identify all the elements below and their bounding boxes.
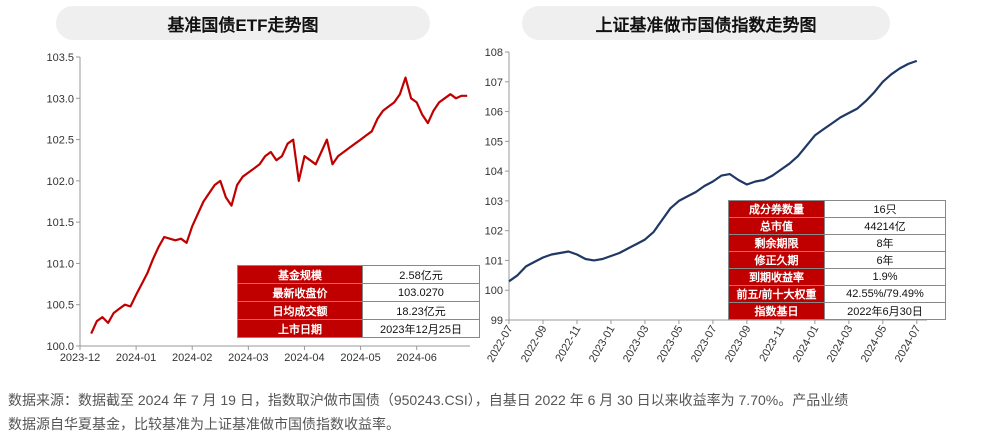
- x-tick-label: 2022-09: [519, 324, 550, 365]
- y-tick-label: 102.0: [46, 176, 74, 188]
- y-tick-label: 102.5: [46, 135, 74, 147]
- table-key-cell: 最新收盘价: [237, 283, 363, 302]
- y-tick-label: 103.0: [46, 93, 74, 105]
- table-row: 最新收盘价 103.0270: [237, 283, 480, 302]
- table-key-cell: 指数基日: [728, 302, 825, 320]
- x-tick-label: 2024-07: [893, 324, 924, 365]
- y-tick-label: 101.0: [46, 258, 74, 270]
- y-tick-label: 100: [485, 285, 503, 297]
- table-row: 日均成交额 18.23亿元: [237, 301, 480, 320]
- table-row: 到期收益率 1.9%: [728, 268, 946, 286]
- table-value-cell: 1.9%: [824, 268, 946, 286]
- table-key-cell: 前五/前十大权重: [728, 285, 825, 303]
- table-key-cell: 到期收益率: [728, 268, 825, 286]
- x-tick-label: 2022-11: [553, 324, 583, 364]
- y-tick-label: 101.5: [46, 217, 74, 229]
- table-value-cell: 2022年6月30日: [824, 302, 946, 320]
- table-row: 前五/前十大权重 42.55%/79.49%: [728, 285, 946, 303]
- x-tick-label: 2023-12: [60, 352, 100, 364]
- y-tick-label: 100.0: [46, 341, 74, 353]
- table-row: 上市日期 2023年12月25日: [237, 319, 480, 338]
- y-tick-label: 103.5: [46, 52, 74, 64]
- table-value-cell: 18.23亿元: [362, 301, 480, 320]
- x-tick-label: 2024-03: [228, 352, 268, 364]
- table-value-cell: 44214亿: [824, 217, 946, 235]
- y-tick-label: 103: [485, 196, 503, 208]
- fund-chart-svg: 100.0 100.5 101.0 101.5 102.0 102.5 103.0 103.5…: [46, 52, 470, 364]
- table-value-cell: 2023年12月25日: [362, 319, 480, 338]
- table-row: 总市值 44214亿: [728, 217, 946, 235]
- index-chart-title: 上证基准做市国债指数走势图: [522, 6, 890, 40]
- footnote: 数据来源：数据截至 2024 年 7 月 19 日，指数取沪做市国债（95024…: [8, 388, 978, 436]
- table-key-cell: 修正久期: [728, 251, 825, 269]
- x-tick-label: 2024-05: [859, 324, 890, 365]
- table-key-cell: 基金规模: [237, 265, 363, 284]
- series-line-0: [90, 76, 468, 335]
- footnote-line-2: 数据源自华夏基金，比较基准为上证基准做市国债指数收益率。: [8, 416, 400, 432]
- x-tick-label: 2024-01: [791, 324, 822, 365]
- table-value-cell: 16只: [824, 200, 946, 218]
- x-tick-label: 2024-06: [397, 352, 437, 364]
- series-line-0: [508, 59, 918, 283]
- x-tick-label: 2024-03: [825, 324, 856, 365]
- table-key-cell: 日均成交额: [237, 301, 363, 320]
- x-tick-label: 2022-07: [485, 324, 516, 365]
- x-tick-label: 2023-05: [655, 324, 686, 365]
- x-tick-label: 2024-02: [172, 352, 212, 364]
- table-row: 成分券数量 16只: [728, 200, 946, 218]
- x-tick-label: 2024-01: [116, 352, 156, 364]
- x-tick-label: 2024-05: [340, 352, 380, 364]
- x-tick-label: 2024-04: [284, 352, 324, 364]
- table-key-cell: 成分券数量: [728, 200, 825, 218]
- y-tick-label: 101: [485, 255, 503, 267]
- fund-chart-panel: 基准国债ETF走势图 100.0 100.5 101.0 101.5 102.0 102.…: [0, 0, 486, 380]
- x-tick-label: 2023-11: [757, 324, 787, 364]
- table-key-cell: 上市日期: [237, 319, 363, 338]
- y-tick-label: 104: [485, 166, 503, 178]
- y-tick-label: 108: [485, 47, 503, 59]
- table-key-cell: 总市值: [728, 217, 825, 235]
- x-tick-label: 2023-09: [723, 324, 754, 365]
- x-tick-label: 2023-07: [689, 324, 720, 365]
- table-value-cell: 2.58亿元: [362, 265, 480, 284]
- fund-info-table: 基金规模 2.58亿元 最新收盘价 103.0270 日均成交额 18.23亿元 上市日期 2…: [237, 265, 480, 338]
- table-row: 修正久期 6年: [728, 251, 946, 269]
- index-info-table: 成分券数量 16只 总市值 44214亿 剩余期限 8年 修正久期 6年 到期收益率 1.9% 前五…: [728, 200, 946, 320]
- footnote-line-1: 数据来源：数据截至 2024 年 7 月 19 日，指数取沪做市国债（95024…: [8, 392, 849, 408]
- y-tick-label: 107: [485, 77, 503, 89]
- table-key-cell: 剩余期限: [728, 234, 825, 252]
- x-tick-label: 2023-03: [621, 324, 652, 365]
- table-value-cell: 103.0270: [362, 283, 480, 302]
- table-value-cell: 8年: [824, 234, 946, 252]
- table-row: 指数基日 2022年6月30日: [728, 302, 946, 320]
- table-row: 剩余期限 8年: [728, 234, 946, 252]
- y-tick-label: 106: [485, 107, 503, 119]
- table-value-cell: 42.55%/79.49%: [824, 285, 946, 303]
- y-tick-label: 99: [491, 315, 503, 327]
- axes: 100.0 100.5 101.0 101.5 102.0 102.5 103.0 103.5…: [46, 52, 470, 364]
- table-value-cell: 6年: [824, 251, 946, 269]
- y-tick-label: 102: [485, 226, 503, 238]
- index-chart-panel: 上证基准做市国债指数走势图 99 100 101 102 103 104 105 106 107…: [485, 0, 982, 380]
- y-tick-label: 100.5: [46, 300, 74, 312]
- x-tick-label: 2023-01: [587, 324, 618, 365]
- fund-chart-title: 基准国债ETF走势图: [56, 6, 430, 40]
- y-tick-label: 105: [485, 136, 503, 148]
- table-row: 基金规模 2.58亿元: [237, 265, 480, 284]
